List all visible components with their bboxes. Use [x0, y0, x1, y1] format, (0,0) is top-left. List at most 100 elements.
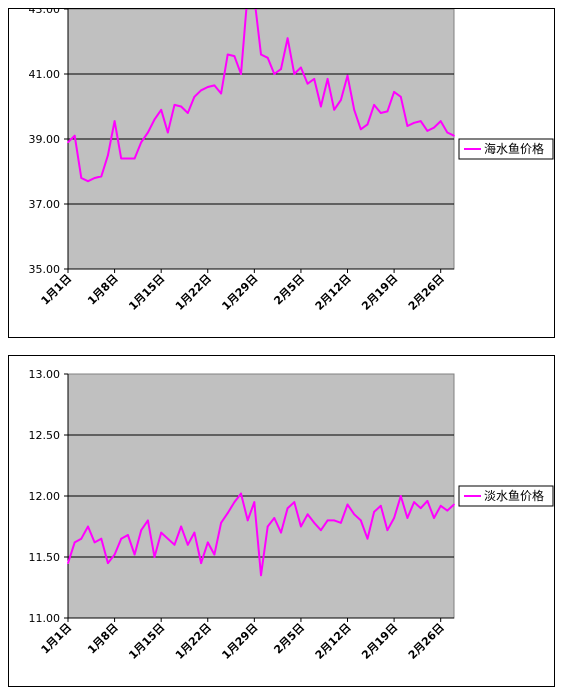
data-point — [206, 86, 209, 88]
data-point — [107, 562, 109, 564]
data-point — [426, 499, 429, 502]
data-point — [253, 501, 256, 503]
data-point — [87, 180, 89, 183]
x-tick-label: 1月1日 — [39, 621, 75, 657]
data-point — [193, 531, 196, 534]
data-point — [379, 112, 382, 114]
data-point — [326, 77, 329, 80]
x-tick-label: 2月12日 — [313, 621, 354, 662]
data-point — [419, 120, 422, 123]
data-point — [346, 503, 349, 506]
data-point — [100, 175, 103, 178]
data-point — [399, 495, 402, 497]
y-tick-label: 35.00 — [29, 263, 61, 276]
data-point — [73, 134, 76, 137]
data-point — [339, 521, 342, 524]
data-point — [93, 177, 96, 179]
legend-label: 海水鱼价格 — [484, 141, 544, 156]
data-point — [346, 74, 349, 77]
data-point — [240, 492, 242, 495]
data-point — [80, 537, 83, 540]
data-point — [446, 131, 449, 134]
x-tick-label: 1月15日 — [126, 272, 167, 313]
data-point — [319, 529, 322, 532]
data-point — [419, 507, 422, 510]
data-point — [226, 53, 229, 56]
data-point — [406, 517, 409, 519]
data-point — [200, 89, 203, 92]
data-point — [67, 562, 69, 564]
data-point — [300, 66, 302, 69]
data-point — [173, 543, 176, 546]
data-point — [353, 513, 356, 516]
data-point — [326, 519, 329, 522]
chart-panel-freshwater: 11.00 11.50 12.00 12.50 13.00 1月1日 1月8日 1月15日 1月… — [8, 355, 555, 687]
y-tick-label: 12.50 — [29, 429, 61, 442]
y-tick-label: 43.00 — [29, 9, 61, 16]
data-point — [433, 126, 435, 129]
data-point — [186, 112, 189, 114]
data-point — [233, 55, 236, 58]
y-tick-label: 11.00 — [29, 612, 61, 625]
data-point — [160, 108, 163, 111]
x-tick-label: 1月29日 — [219, 621, 260, 662]
data-point — [273, 73, 276, 75]
data-point — [200, 562, 203, 564]
data-point — [313, 77, 316, 80]
data-point — [153, 556, 156, 558]
data-point — [93, 541, 96, 544]
data-point — [140, 141, 143, 144]
data-point — [319, 105, 322, 108]
data-point — [160, 531, 163, 534]
data-point — [426, 129, 429, 132]
data-point — [293, 73, 296, 75]
data-point — [240, 73, 242, 75]
data-point — [359, 128, 362, 131]
data-point — [433, 517, 435, 519]
data-point — [213, 553, 216, 556]
data-point — [413, 121, 415, 124]
data-point — [126, 157, 129, 160]
data-point — [300, 525, 302, 528]
x-tick-label: 1月8日 — [85, 272, 121, 308]
data-point — [80, 177, 83, 179]
data-point — [339, 99, 342, 101]
data-point — [153, 118, 156, 121]
data-point — [146, 519, 149, 522]
data-point — [166, 131, 169, 134]
x-tick-label: 1月29日 — [219, 272, 260, 313]
data-point — [133, 553, 136, 556]
data-point — [373, 510, 376, 513]
x-tick-label: 2月5日 — [271, 621, 307, 657]
data-point — [226, 512, 229, 514]
x-tick-label: 1月22日 — [173, 272, 214, 313]
data-point — [313, 521, 316, 524]
data-point — [113, 120, 116, 123]
data-point — [107, 154, 109, 157]
data-point — [306, 82, 309, 85]
x-tick-label: 1月1日 — [39, 272, 75, 308]
y-tick-label: 13.00 — [29, 368, 61, 381]
data-point — [73, 541, 76, 544]
data-point — [266, 56, 269, 59]
data-point — [126, 534, 129, 536]
data-point — [386, 529, 389, 532]
data-point — [286, 37, 289, 40]
data-point — [146, 131, 149, 134]
data-point — [393, 90, 396, 93]
data-point — [180, 105, 183, 108]
data-point — [306, 513, 309, 516]
data-point — [273, 517, 276, 519]
data-point — [439, 504, 442, 507]
data-point — [286, 507, 289, 510]
data-point — [113, 553, 116, 556]
data-point — [366, 123, 369, 126]
chart-panel-seawater: 35.00 37.00 39.00 41.00 43.00 1月1日 1月8日 1月15日 1月… — [8, 0, 555, 338]
data-point — [173, 103, 176, 106]
data-point — [373, 103, 376, 106]
data-point — [260, 53, 262, 56]
x-tick-label: 1月8日 — [85, 621, 121, 657]
data-point — [260, 574, 262, 577]
data-point — [293, 501, 296, 503]
y-tick-label: 12.00 — [29, 490, 61, 503]
